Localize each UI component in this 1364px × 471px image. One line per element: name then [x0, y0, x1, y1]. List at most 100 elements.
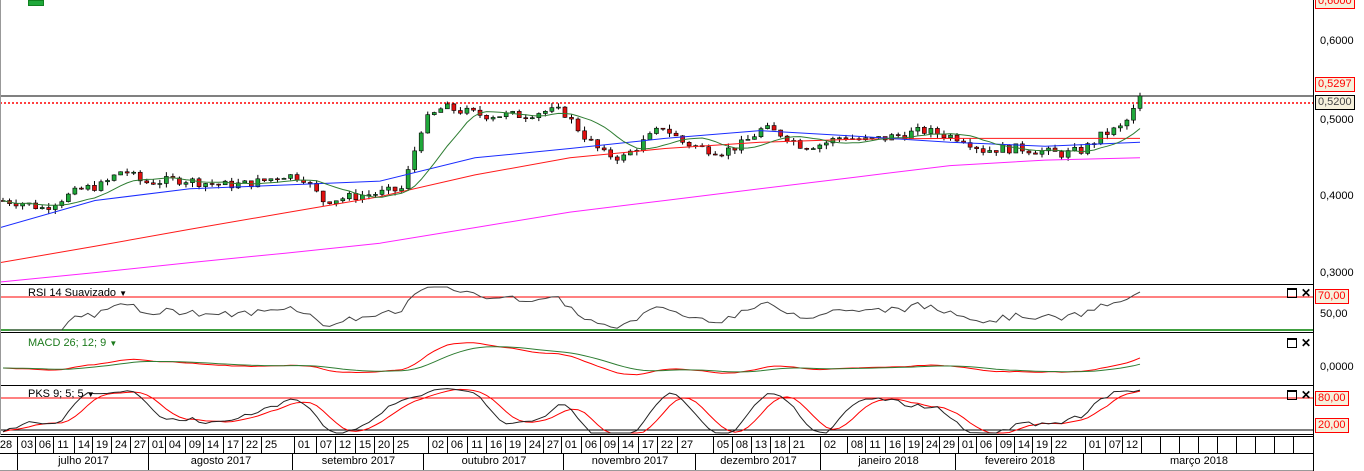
candle-up — [1085, 143, 1091, 154]
month-label: agosto 2017 — [148, 453, 293, 470]
moving-average-longest — [0, 157, 1141, 283]
candle-down — [1059, 151, 1064, 158]
candle-down — [177, 177, 182, 185]
date-axis-mid-border — [0, 453, 1313, 454]
candle-up — [111, 174, 117, 181]
candle-up — [98, 181, 104, 191]
candle-up — [412, 150, 417, 170]
candle-up — [817, 144, 823, 149]
close-icon[interactable]: ✕ — [1301, 388, 1312, 402]
candle-up — [59, 201, 65, 206]
pks-k-line — [2, 388, 1141, 434]
month-label: outubro 2017 — [423, 453, 564, 470]
candle-down — [46, 207, 52, 210]
window-icon[interactable] — [1287, 390, 1297, 400]
candle-down — [993, 150, 999, 153]
candle-down — [216, 183, 221, 186]
date-tick: 15 — [355, 437, 374, 453]
candle-up — [340, 198, 346, 202]
candle-down — [262, 178, 267, 182]
indicator-badge[interactable] — [28, 0, 44, 6]
date-tick: 14 — [1014, 437, 1033, 453]
date-tick: 14 — [203, 437, 222, 453]
caret-down-icon[interactable]: ▼ — [86, 390, 95, 399]
rsi-label[interactable]: RSI 14 Suavizado ▼ — [28, 287, 127, 299]
date-tick: 24 — [525, 437, 544, 453]
candle-down — [484, 115, 489, 120]
candle-down — [451, 103, 457, 111]
date-tick: 08 — [732, 437, 751, 453]
date-tick: 27 — [543, 437, 562, 453]
date-tick-empty — [1274, 437, 1293, 453]
candle-up — [268, 178, 274, 182]
candle-down — [392, 186, 398, 192]
window-icon[interactable] — [1287, 338, 1297, 348]
candle-up — [72, 187, 78, 195]
candle-down — [275, 178, 280, 181]
date-tick: 19 — [505, 437, 524, 453]
candle-up — [765, 125, 770, 129]
macd-label[interactable]: MACD 26; 12; 9 ▼ — [28, 337, 117, 349]
candle-down — [575, 118, 581, 132]
candle-down — [719, 154, 725, 157]
date-tick: 09 — [600, 437, 619, 453]
date-tick: 16 — [486, 437, 505, 453]
rsi-mid-label: 50,00 — [1320, 308, 1348, 320]
date-tick: 08 — [847, 437, 866, 453]
date-tick: 25 — [393, 437, 412, 453]
candle-up — [549, 107, 555, 112]
window-icon[interactable] — [1287, 288, 1297, 298]
candle-down — [562, 106, 568, 118]
month-label: novembro 2017 — [563, 453, 696, 470]
candle-down — [523, 117, 529, 119]
date-tick: 24 — [111, 437, 130, 453]
candle-down — [307, 182, 313, 184]
candle-up — [347, 193, 352, 200]
date-tick: 24 — [922, 437, 941, 453]
rsi-upper-box: 70,00 — [1315, 289, 1349, 304]
candle-down — [804, 148, 810, 150]
close-icon[interactable]: ✕ — [1301, 336, 1312, 350]
candle-up — [739, 139, 744, 151]
candle-down — [778, 129, 783, 137]
caret-down-icon[interactable]: ▼ — [109, 339, 118, 348]
close-icon[interactable]: ✕ — [1301, 286, 1312, 300]
candle-up — [288, 174, 293, 179]
date-tick: 01 — [1085, 437, 1104, 453]
candle-up — [164, 176, 169, 184]
price-axis[interactable] — [1313, 0, 1314, 471]
pks-lower-box: 20,00 — [1315, 418, 1349, 433]
pks-label[interactable]: PKS 9; 5; 5 ▼ — [28, 388, 95, 400]
candle-up — [987, 150, 993, 153]
candle-up — [1131, 108, 1136, 121]
date-tick: 14 — [74, 437, 93, 453]
macd-label-text: MACD 26; 12; 9 — [28, 337, 107, 349]
date-tick: 06 — [581, 437, 600, 453]
candle-up — [445, 103, 450, 110]
left-border — [0, 0, 1, 435]
candle-down — [922, 127, 927, 134]
price-chart[interactable] — [0, 0, 1313, 435]
candle-down — [144, 180, 150, 184]
date-tick: 29 — [939, 437, 958, 453]
candle-down — [686, 142, 692, 147]
caret-down-icon[interactable]: ▼ — [119, 289, 128, 298]
candle-up — [1124, 119, 1130, 127]
candle-up — [333, 200, 339, 204]
candle-down — [595, 139, 600, 149]
candle-up — [915, 127, 921, 132]
candle-down — [209, 183, 215, 185]
candle-up — [157, 183, 163, 185]
month-label: março 2018 — [1083, 453, 1314, 470]
candle-up — [1065, 150, 1071, 158]
date-tick: 12 — [1122, 437, 1141, 453]
candle-up — [373, 194, 378, 196]
date-tick-empty — [1217, 437, 1236, 453]
rsi-label-text: RSI 14 Suavizado — [28, 287, 117, 299]
date-tick: 27 — [677, 437, 696, 453]
candle-down — [1026, 150, 1032, 154]
date-tick-empty — [1179, 437, 1198, 453]
pks-d-line — [2, 388, 1141, 434]
date-tick-empty — [1293, 437, 1312, 453]
candle-up — [928, 128, 934, 134]
